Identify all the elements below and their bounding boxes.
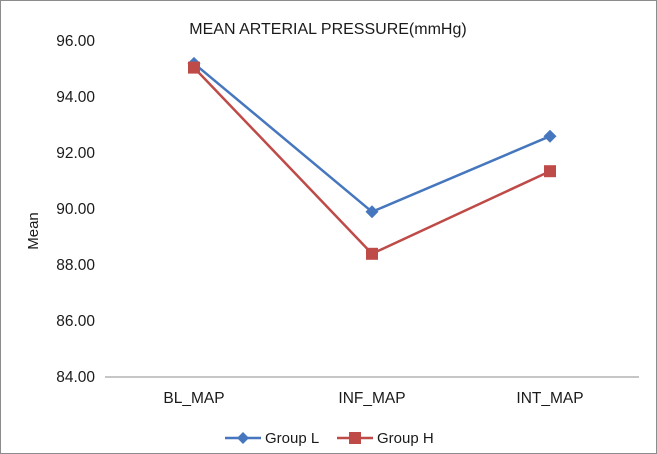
- legend-label-group-l: Group L: [265, 430, 319, 447]
- y-tick-label: 90.00: [56, 201, 95, 218]
- chart-title: MEAN ARTERIAL PRESSURE(mmHg): [189, 21, 466, 38]
- data-point-group-l: [365, 205, 379, 219]
- series-line-group-h: [193, 66, 551, 256]
- x-tick-label: INT_MAP: [516, 390, 583, 407]
- y-tick-label: 96.00: [56, 33, 95, 50]
- y-axis-title: Mean: [25, 212, 42, 250]
- data-point-group-h: [544, 165, 556, 178]
- data-point-group-h: [188, 61, 200, 74]
- y-tick-label: 92.00: [56, 145, 95, 162]
- y-tick-label: 94.00: [56, 89, 95, 106]
- plot-area: 84.00 86.00 88.00 90.00 92.00 94.00 96.00 BL_MA…: [56, 33, 639, 407]
- x-tick-label: BL_MAP: [163, 390, 224, 407]
- x-tick-label: INF_MAP: [338, 390, 405, 407]
- legend-marker-group-h: [349, 432, 361, 444]
- data-point-group-h: [366, 247, 378, 260]
- series-line-group-l: [193, 62, 551, 214]
- legend-label-group-h: Group H: [377, 430, 434, 447]
- y-tick-label: 86.00: [56, 313, 95, 330]
- legend-marker-group-l: [237, 432, 249, 444]
- legend: Group L Group H: [225, 430, 434, 447]
- data-point-group-l: [543, 129, 557, 143]
- y-tick-label: 88.00: [56, 257, 95, 274]
- y-tick-label: 84.00: [56, 369, 95, 386]
